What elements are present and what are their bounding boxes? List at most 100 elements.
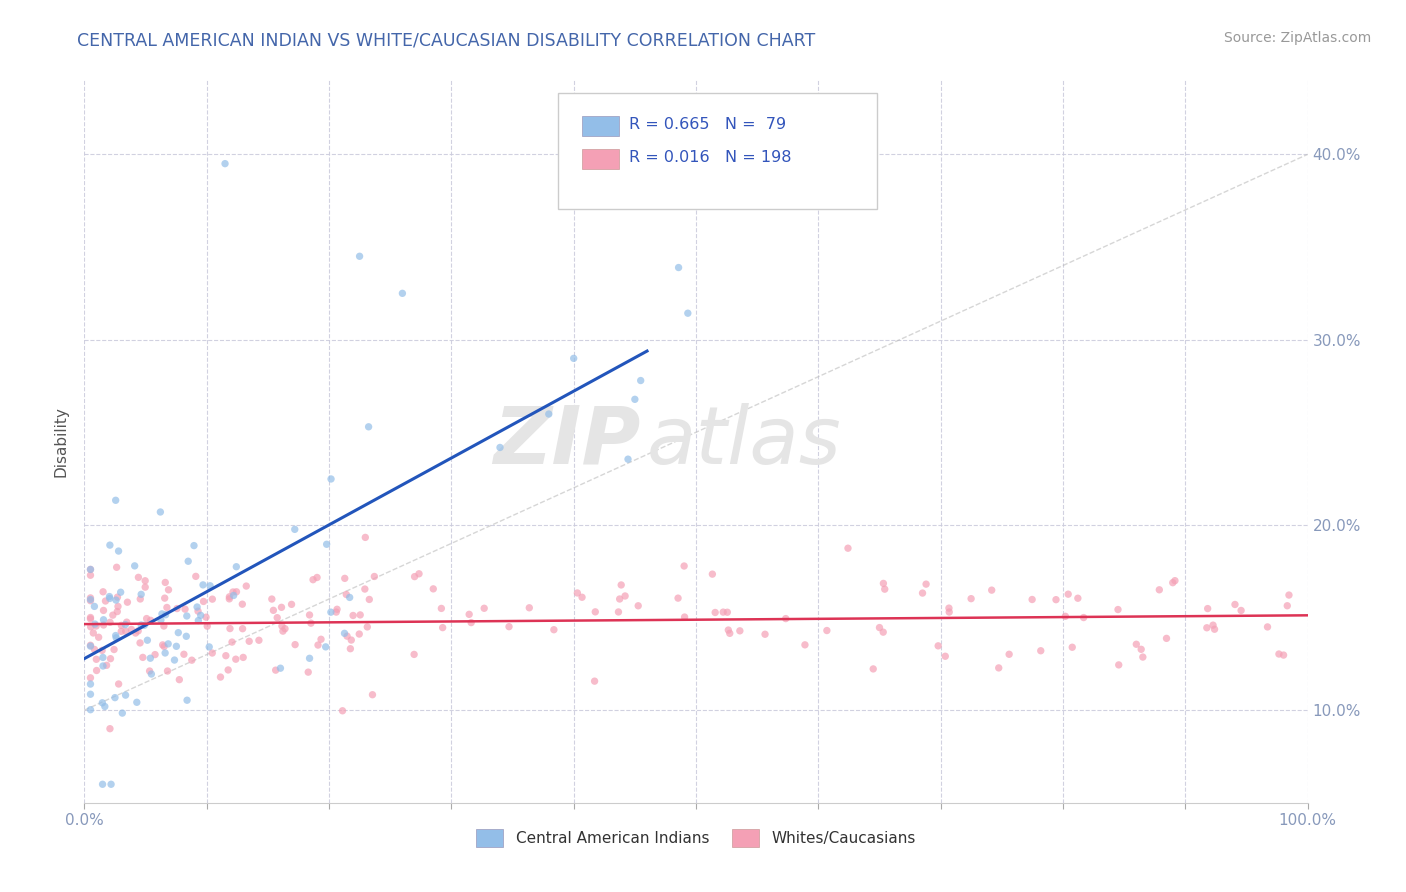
Point: [1230, 603, 1253, 617]
Point: [114, 617, 136, 632]
Bar: [582, 149, 619, 169]
Point: [617, 452, 640, 467]
Point: [222, 585, 245, 599]
Point: [666, 591, 689, 606]
Text: R = 0.016   N = 198: R = 0.016 N = 198: [628, 150, 792, 165]
Point: [1067, 591, 1090, 606]
Point: [79, 639, 101, 653]
Point: [104, 628, 127, 642]
Point: [125, 695, 148, 709]
Point: [315, 640, 337, 654]
Point: [297, 665, 319, 680]
Point: [349, 627, 371, 641]
Point: [101, 608, 124, 623]
Point: [166, 601, 188, 615]
Point: [927, 639, 949, 653]
Point: [815, 624, 838, 638]
Point: [183, 539, 205, 553]
Point: [1268, 647, 1291, 661]
Point: [357, 419, 380, 434]
Point: [363, 569, 385, 583]
Point: [124, 626, 146, 640]
Point: [98, 615, 121, 630]
Point: [184, 569, 207, 583]
Point: [79, 562, 101, 576]
Point: [120, 623, 142, 637]
Point: [728, 624, 751, 638]
Point: [132, 650, 155, 665]
Point: [567, 586, 589, 600]
Point: [335, 587, 357, 601]
Point: [79, 671, 101, 685]
Point: [1202, 618, 1225, 632]
Point: [607, 605, 630, 619]
Point: [79, 703, 101, 717]
Point: [238, 634, 260, 648]
Point: [1204, 622, 1226, 636]
Point: [298, 607, 321, 622]
Point: [307, 570, 329, 584]
Point: [136, 633, 159, 648]
Point: [1149, 582, 1171, 597]
Point: [1073, 610, 1095, 624]
Point: [91, 584, 114, 599]
Point: [911, 586, 934, 600]
Point: [342, 608, 364, 623]
Point: [359, 592, 381, 607]
Point: [1107, 602, 1129, 616]
Point: [187, 614, 209, 628]
Point: [232, 622, 254, 636]
Point: [614, 589, 637, 603]
Point: [1045, 592, 1067, 607]
Point: [676, 306, 699, 320]
Point: [152, 638, 174, 652]
Point: [83, 642, 105, 657]
Point: [134, 574, 156, 588]
Point: [105, 593, 128, 607]
Point: [1197, 601, 1219, 615]
Point: [1057, 587, 1080, 601]
Point: [269, 661, 291, 675]
Point: [754, 627, 776, 641]
Point: [107, 677, 129, 691]
Point: [333, 626, 356, 640]
Point: [215, 648, 238, 663]
Point: [266, 610, 288, 624]
Point: [1021, 592, 1043, 607]
Point: [86, 664, 108, 678]
Point: [153, 646, 176, 660]
Point: [91, 643, 114, 657]
Point: [115, 615, 138, 629]
Point: [270, 600, 292, 615]
Point: [960, 591, 983, 606]
Point: [98, 590, 121, 604]
Point: [609, 592, 631, 607]
Point: [319, 472, 342, 486]
Point: [169, 673, 191, 687]
Point: [134, 618, 156, 632]
Point: [98, 538, 121, 552]
Point: [174, 602, 197, 616]
Point: [336, 629, 359, 643]
Point: [190, 608, 212, 623]
Point: [156, 664, 179, 678]
Point: [114, 688, 136, 702]
Point: [718, 626, 741, 640]
Point: [129, 592, 152, 607]
Point: [432, 621, 454, 635]
Point: [232, 650, 254, 665]
Point: [262, 603, 284, 617]
Point: [153, 619, 176, 633]
Point: [79, 568, 101, 582]
Point: [307, 638, 329, 652]
Point: [356, 620, 378, 634]
Point: [862, 662, 884, 676]
Point: [127, 624, 149, 638]
Point: [79, 677, 101, 691]
Point: [284, 638, 307, 652]
Point: [110, 618, 132, 632]
Point: [167, 625, 190, 640]
Point: [571, 591, 593, 605]
Text: atlas: atlas: [647, 402, 842, 481]
Point: [624, 392, 647, 407]
